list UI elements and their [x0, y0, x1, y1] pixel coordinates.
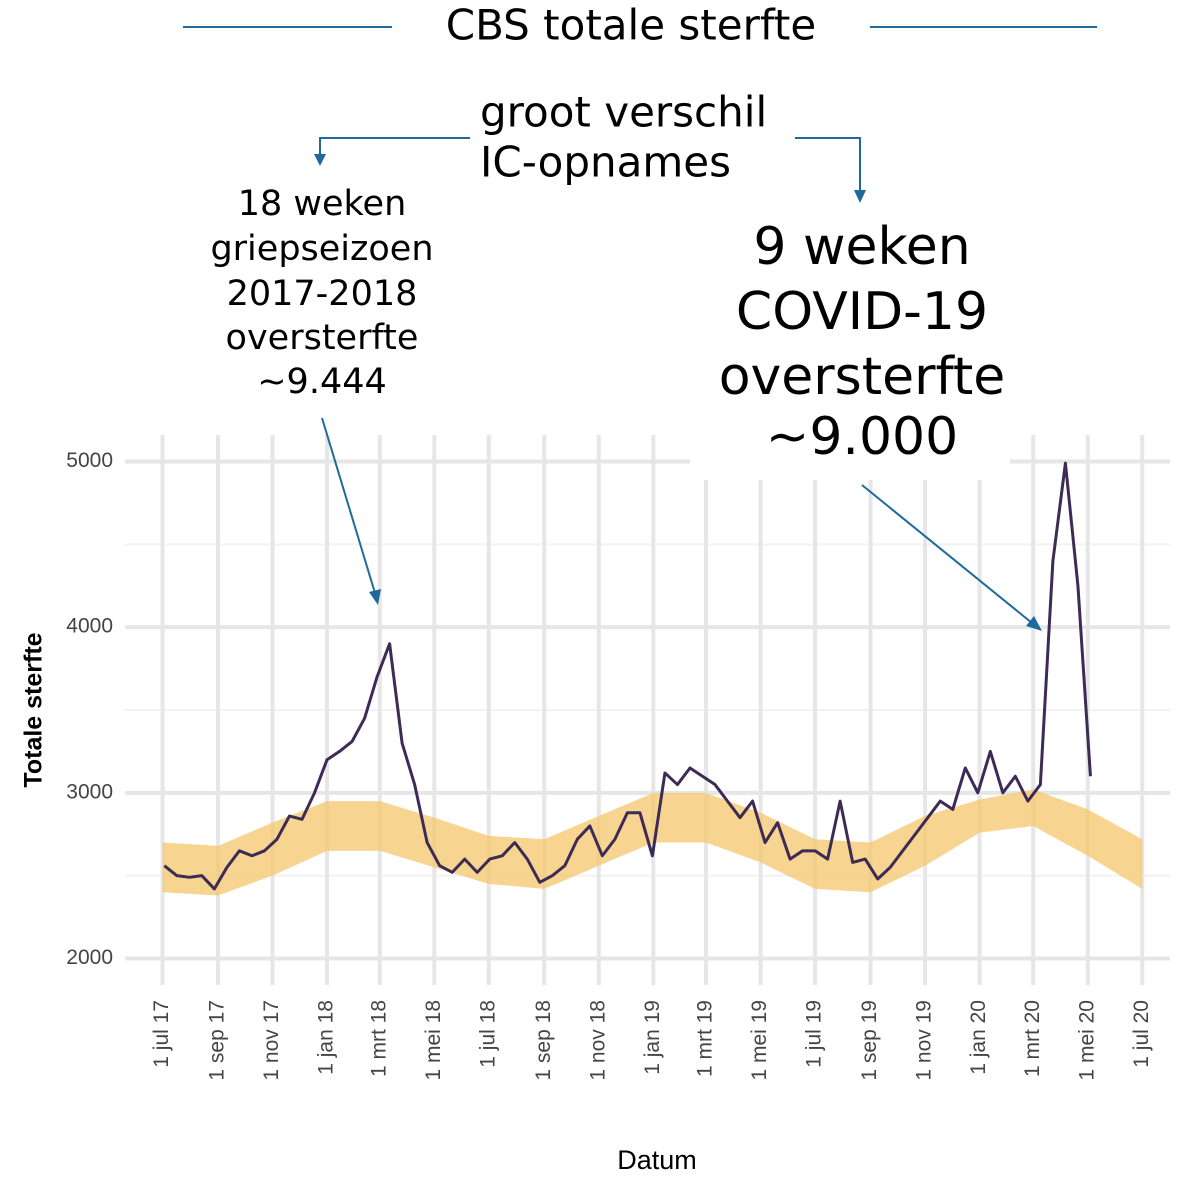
annotation-arrow: [321, 417, 376, 594]
x-tick-label: 1 jul 19: [803, 1000, 826, 1068]
series-line: [163, 461, 1092, 891]
annotation-arrow: [795, 137, 861, 192]
x-axis-label: Datum: [617, 1145, 697, 1175]
annotation: COVID-19: [736, 282, 988, 342]
arrow-head: [1026, 616, 1042, 631]
x-tick-label: 1 sep 17: [206, 1000, 229, 1081]
x-tick-label: 1 mei 20: [1075, 1000, 1098, 1081]
expected-band: [162, 789, 1143, 896]
y-axis-label: Totale sterfte: [20, 632, 48, 787]
arrow-head: [854, 190, 866, 203]
annotation-background: [690, 425, 1010, 480]
annotation: griepseizoen: [210, 229, 433, 269]
y-tick-label: 3000: [66, 780, 113, 803]
x-tick-label: 1 sep 19: [858, 1000, 881, 1081]
annotation-arrow: [319, 137, 470, 158]
y-tick-label: 4000: [66, 615, 113, 638]
x-tick-label: 1 mei 19: [748, 1000, 771, 1081]
x-tick-label: 1 jul 17: [150, 1000, 173, 1068]
annotation: IC-opnames: [480, 138, 731, 187]
annotation: 9 weken: [753, 217, 970, 277]
x-tick-label: 1 nov 19: [913, 1000, 936, 1081]
y-tick-label: 5000: [66, 449, 113, 472]
annotation: oversterfte: [226, 318, 419, 358]
annotation: groot verschil: [480, 88, 767, 137]
arrow-head: [314, 154, 326, 166]
x-tick-label: 1 mei 18: [422, 1000, 445, 1081]
x-tick-label: 1 sep 18: [532, 1000, 555, 1081]
x-tick-label: 1 jul 20: [1130, 1000, 1153, 1068]
annotation: 18 weken: [238, 184, 407, 224]
annotation: oversterfte: [719, 347, 1006, 407]
x-tick-label: 1 nov 17: [260, 1000, 283, 1081]
x-tick-label: 1 jan 19: [641, 1000, 664, 1075]
x-tick-label: 1 jan 20: [967, 1000, 990, 1075]
y-tick-label: 2000: [66, 946, 113, 969]
annotation: ~9.000: [766, 407, 958, 467]
x-tick-label: 1 mrt 18: [367, 1000, 390, 1077]
annotation: ~9.444: [257, 362, 387, 402]
x-tick-label: 1 nov 18: [586, 1000, 609, 1081]
x-tick-label: 1 mrt 19: [694, 1000, 717, 1077]
x-tick-label: 1 jul 18: [476, 1000, 499, 1068]
x-tick-label: 1 jan 18: [315, 1000, 338, 1075]
annotation-arrow: [861, 484, 1033, 624]
annotation: 2017-2018: [227, 274, 418, 314]
arrow-head: [369, 589, 381, 605]
chart-title: CBS totale sterfte: [446, 1, 816, 50]
x-tick-label: 1 mrt 20: [1021, 1000, 1044, 1077]
